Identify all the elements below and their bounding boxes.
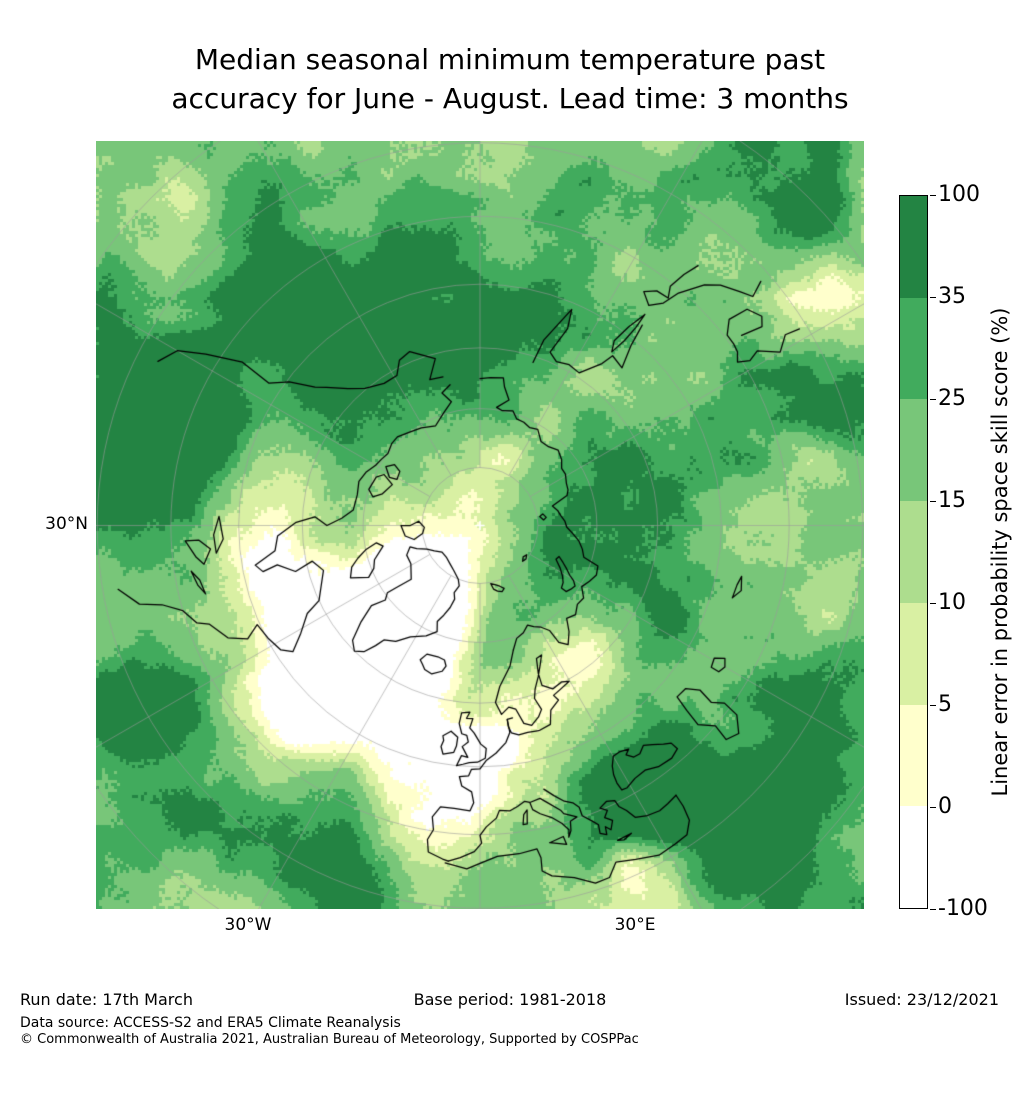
data-source-text: Data source: ACCESS-S2 and ERA5 Climate … [20, 1015, 401, 1031]
colorbar-tick-label: 10 [938, 590, 966, 615]
colorbar-tick [930, 806, 936, 808]
colorbar-tick-label: 0 [938, 794, 952, 819]
issued-date-text: Issued: 23/12/2021 [844, 990, 999, 1009]
colorbar-segment [900, 806, 927, 909]
colorbar-tick [930, 398, 936, 400]
colorbar-tick-label: 25 [938, 386, 966, 411]
colorbar-tick [930, 194, 936, 196]
figure-title-line1: Median seasonal minimum temperature past [194, 43, 826, 76]
run-date-text: Run date: 17th March [20, 990, 193, 1009]
lon-label-30e: 30°E [614, 915, 656, 935]
colorbar-tick-label: 35 [938, 284, 966, 309]
base-period-text: Base period: 1981-2018 [413, 990, 607, 1009]
colorbar-segment [900, 704, 927, 807]
copyright-text: © Commonwealth of Australia 2021, Austra… [20, 1032, 639, 1047]
colorbar-segment [900, 196, 927, 298]
colorbar-tick-label: 100 [938, 182, 980, 207]
colorbar-tick [930, 602, 936, 604]
colorbar-tick [930, 296, 936, 298]
colorbar-segment [900, 501, 927, 603]
colorbar-tick-label: -100 [938, 896, 988, 921]
colorbar-tick [930, 500, 936, 502]
colorbar-axis-label: Linear error in probability space skill … [988, 307, 1012, 797]
colorbar-segment [900, 399, 927, 502]
colorbar-tick-label: 5 [938, 692, 952, 717]
colorbar-tick-label: 15 [938, 488, 966, 513]
lat-label-30n: 30°N [45, 514, 88, 534]
figure-title: Median seasonal minimum temperature past… [0, 40, 1020, 118]
colorbar-segment [900, 602, 927, 705]
figure-title-line2: accuracy for June - August. Lead time: 3… [171, 82, 849, 115]
lon-label-30w: 30°W [224, 915, 272, 935]
colorbar-tick [930, 704, 936, 706]
colorbar-tick [930, 908, 936, 910]
colorbar [899, 195, 928, 909]
map-canvas [96, 141, 864, 909]
colorbar-segment [900, 297, 927, 400]
